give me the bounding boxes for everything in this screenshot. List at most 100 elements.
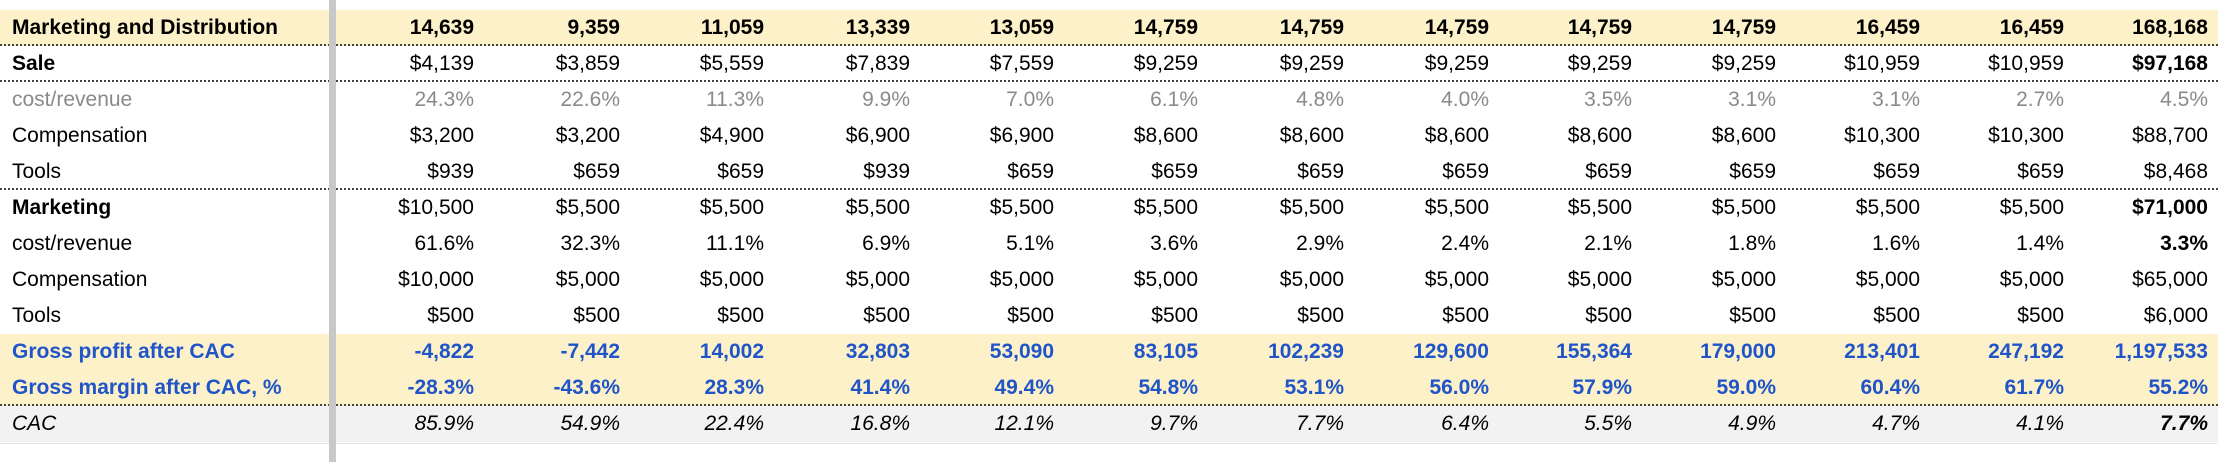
value-cell[interactable]: 6.9% [862,232,910,255]
value-cell[interactable]: 2.4% [1441,232,1489,255]
value-cell[interactable]: $500 [1297,304,1344,327]
value-cell[interactable]: $500 [1442,304,1489,327]
value-cell[interactable]: 59.0% [1716,376,1776,399]
value-cell[interactable]: 1.6% [1872,232,1920,255]
value-cell[interactable]: $5,000 [1133,268,1198,291]
value-cell[interactable]: 102,239 [1268,340,1344,363]
value-cell[interactable]: $3,859 [555,52,620,75]
value-cell[interactable]: $500 [717,304,764,327]
value-cell[interactable]: $500 [573,304,620,327]
value-cell[interactable]: $7,839 [845,52,910,75]
value-cell[interactable]: 53,090 [989,340,1054,363]
value-cell[interactable]: 5.5% [1584,412,1632,435]
value-cell[interactable]: $500 [1729,304,1776,327]
value-cell[interactable]: 5.1% [1006,232,1054,255]
value-cell[interactable]: 14,002 [699,340,764,363]
value-cell[interactable]: 6.1% [1150,88,1198,111]
value-cell[interactable]: -7,442 [560,340,620,363]
value-cell[interactable]: $10,959 [1844,52,1920,75]
value-cell[interactable]: 24.3% [414,88,474,111]
value-cell[interactable]: 9.9% [862,88,910,111]
value-cell[interactable]: $659 [1297,160,1344,183]
value-cell[interactable]: 2.1% [1584,232,1632,255]
value-cell[interactable]: $659 [1729,160,1776,183]
row-label[interactable]: cost/revenue [12,232,133,255]
value-cell[interactable]: $5,500 [845,196,910,219]
value-cell[interactable]: $8,600 [1133,124,1198,147]
value-cell[interactable]: 6.4% [1441,412,1489,435]
value-cell[interactable]: 9.7% [1150,412,1198,435]
row-label[interactable]: Tools [12,304,62,327]
value-cell[interactable]: 4.0% [1441,88,1489,111]
value-cell[interactable]: $5,000 [1855,268,1920,291]
value-cell[interactable]: $659 [1151,160,1198,183]
value-cell[interactable]: 14,759 [1711,16,1776,39]
value-cell[interactable]: 41.4% [850,376,910,399]
value-cell[interactable]: $10,000 [398,268,474,291]
value-cell[interactable]: $5,000 [555,268,620,291]
value-cell[interactable]: $5,500 [1711,196,1776,219]
value-cell[interactable]: $9,259 [1567,52,1632,75]
value-cell[interactable]: 7.7% [1296,412,1344,435]
value-cell[interactable]: -4,822 [414,340,474,363]
value-cell[interactable]: $10,300 [1844,124,1920,147]
total-cell[interactable]: 55.2% [2148,376,2208,399]
value-cell[interactable]: 56.0% [1429,376,1489,399]
value-cell[interactable]: 4.9% [1728,412,1776,435]
value-cell[interactable]: $9,259 [1133,52,1198,75]
value-cell[interactable]: $5,500 [699,196,764,219]
value-cell[interactable]: 13,339 [845,16,910,39]
value-cell[interactable]: $5,500 [1567,196,1632,219]
value-cell[interactable]: 3.1% [1728,88,1776,111]
value-cell[interactable]: $5,000 [1999,268,2064,291]
total-cell[interactable]: $65,000 [2132,268,2208,291]
row-label[interactable]: Sale [12,52,56,75]
row-label[interactable]: Marketing and Distribution [12,16,279,39]
value-cell[interactable]: $659 [717,160,764,183]
value-cell[interactable]: 129,600 [1413,340,1489,363]
value-cell[interactable]: $10,500 [398,196,474,219]
value-cell[interactable]: $659 [1585,160,1632,183]
value-cell[interactable]: $10,300 [1988,124,2064,147]
value-cell[interactable]: 3.5% [1584,88,1632,111]
value-cell[interactable]: 53.1% [1284,376,1344,399]
value-cell[interactable]: 1.8% [1728,232,1776,255]
value-cell[interactable]: $6,900 [845,124,910,147]
value-cell[interactable]: $10,959 [1988,52,2064,75]
value-cell[interactable]: $4,900 [699,124,764,147]
value-cell[interactable]: $3,200 [409,124,474,147]
value-cell[interactable]: 16,459 [1999,16,2064,39]
total-cell[interactable]: $6,000 [2143,304,2208,327]
value-cell[interactable]: $8,600 [1424,124,1489,147]
total-cell[interactable]: 3.3% [2160,232,2208,255]
value-cell[interactable]: 2.7% [2016,88,2064,111]
value-cell[interactable]: $5,000 [989,268,1054,291]
row-label[interactable]: Compensation [12,268,148,291]
total-cell[interactable]: 4.5% [2160,88,2208,111]
value-cell[interactable]: $5,500 [989,196,1054,219]
value-cell[interactable]: $9,259 [1279,52,1344,75]
value-cell[interactable]: 14,759 [1279,16,1344,39]
total-cell[interactable]: $97,168 [2132,52,2208,75]
value-cell[interactable]: 22.6% [560,88,620,111]
value-cell[interactable]: 49.4% [994,376,1054,399]
value-cell[interactable]: 54.9% [560,412,620,435]
value-cell[interactable]: 11,059 [700,16,764,39]
value-cell[interactable]: 13,059 [989,16,1054,39]
value-cell[interactable]: 83,105 [1133,340,1198,363]
value-cell[interactable]: 2.9% [1296,232,1344,255]
value-cell[interactable]: 32.3% [560,232,620,255]
value-cell[interactable]: $5,000 [1711,268,1776,291]
value-cell[interactable]: $500 [863,304,910,327]
value-cell[interactable]: 22.4% [704,412,764,435]
value-cell[interactable]: 4.8% [1296,88,1344,111]
value-cell[interactable]: $500 [1873,304,1920,327]
value-cell[interactable]: 247,192 [1988,340,2064,363]
value-cell[interactable]: $9,259 [1424,52,1489,75]
total-cell[interactable]: 168,168 [2132,16,2208,39]
value-cell[interactable]: 179,000 [1700,340,1776,363]
value-cell[interactable]: $5,000 [1279,268,1344,291]
value-cell[interactable]: $4,139 [409,52,474,75]
value-cell[interactable]: 155,364 [1556,340,1632,363]
